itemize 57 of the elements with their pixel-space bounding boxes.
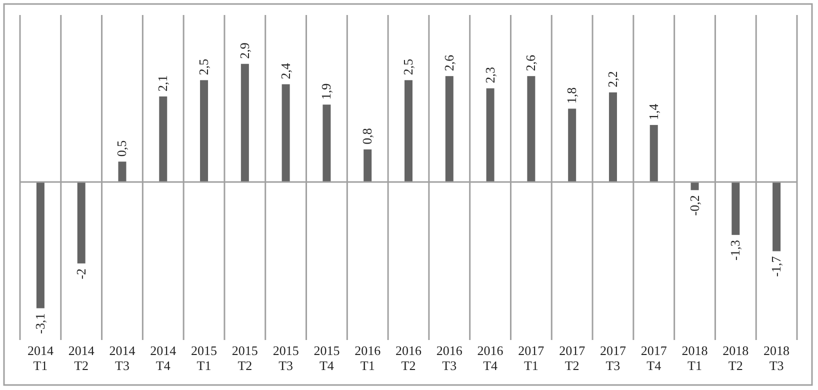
data-label: 2,5 [400, 58, 416, 76]
x-tick-label: 2016 T1 [354, 343, 382, 373]
x-tick-label: 2015 T1 [191, 343, 218, 373]
data-label: 1,9 [318, 83, 334, 100]
data-label: 2,6 [441, 54, 456, 72]
bar [690, 182, 699, 190]
x-tick-label: 2014 T3 [109, 343, 136, 373]
x-tick-label: 2014 T4 [150, 343, 177, 373]
x-tick-label: 2015 T4 [314, 343, 340, 373]
x-tick-label: 2018 T1 [682, 343, 708, 373]
x-tick-label: 2017 T3 [600, 343, 626, 373]
x-tick-label: 2017 T2 [559, 343, 586, 373]
x-tick-label: 2018 T2 [722, 343, 749, 373]
x-tick-label: 2015 T2 [232, 343, 258, 373]
bar [240, 64, 249, 182]
bar [282, 84, 290, 182]
data-label: 2,9 [236, 42, 252, 59]
data-label: 2,5 [196, 58, 212, 76]
data-label: 2,2 [604, 71, 620, 88]
bar [364, 149, 372, 182]
bar [77, 182, 86, 264]
bar [568, 108, 576, 182]
data-label: 1,4 [646, 103, 661, 120]
x-tick-label: 2014 T2 [68, 343, 95, 373]
x-tick-label: 2015 T3 [272, 343, 299, 373]
data-label: 2,1 [155, 75, 170, 92]
data-label: -0,2 [686, 195, 702, 216]
bar [608, 92, 617, 182]
bar [486, 88, 494, 182]
bar [650, 124, 658, 182]
data-label: 0,5 [114, 140, 130, 157]
x-tick-label: 2017 T1 [518, 343, 545, 373]
bar [772, 182, 781, 252]
data-label: 0,8 [360, 128, 375, 144]
data-label: 2,6 [523, 54, 538, 72]
data-label: 1,8 [564, 87, 580, 104]
bar [36, 182, 44, 308]
data-label: 2,3 [482, 67, 498, 84]
bar [445, 76, 454, 182]
x-tick-label: 2018 T3 [764, 343, 790, 373]
bar [322, 104, 331, 182]
x-tick-label: 2017 T4 [640, 343, 668, 373]
data-label: 2,4 [278, 62, 293, 80]
bar [118, 162, 126, 182]
x-tick-label: 2016 T4 [477, 343, 504, 373]
x-tick-label: 2016 T3 [436, 343, 463, 373]
bar [732, 182, 740, 235]
data-label: -1,3 [728, 240, 743, 261]
data-label: -2 [73, 268, 88, 280]
bar [404, 80, 412, 182]
x-tick-label: 2014 T1 [27, 343, 54, 373]
data-label: -1,7 [768, 256, 784, 277]
bar [159, 96, 168, 182]
bar [200, 80, 208, 182]
data-label: -3,1 [32, 313, 48, 334]
bar [527, 76, 536, 182]
x-tick-label: 2016 T2 [396, 343, 422, 373]
